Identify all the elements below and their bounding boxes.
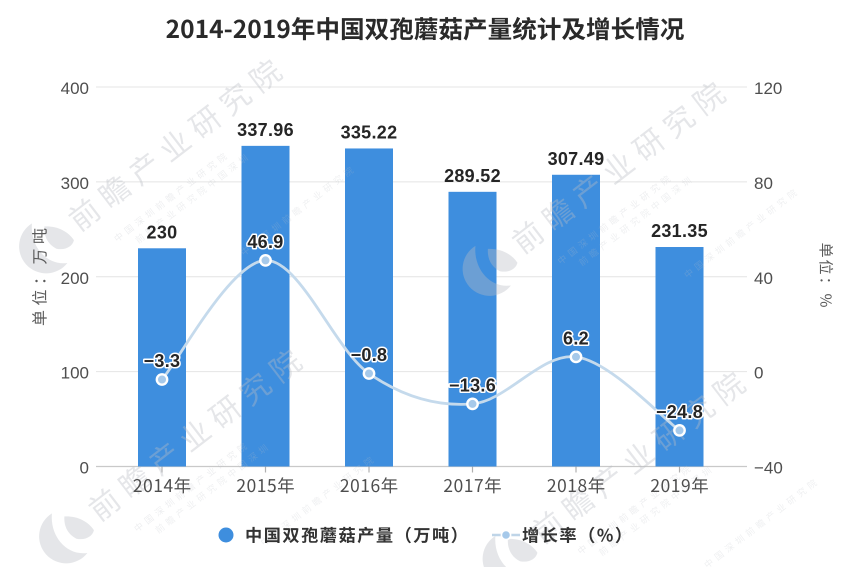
svg-text:230: 230 [147, 222, 178, 242]
svg-text:307.49: 307.49 [548, 149, 605, 169]
svg-text:−0.8: −0.8 [351, 345, 388, 365]
svg-text:335.22: 335.22 [341, 123, 398, 143]
svg-text:400: 400 [61, 79, 89, 98]
svg-text:6.2: 6.2 [563, 328, 589, 348]
svg-text:100: 100 [61, 364, 89, 383]
svg-text:0: 0 [754, 364, 763, 383]
svg-text:80: 80 [754, 174, 773, 193]
svg-text:−3.3: −3.3 [144, 351, 181, 371]
svg-text:46.9: 46.9 [247, 232, 283, 252]
svg-text:−13.6: −13.6 [449, 375, 496, 395]
svg-text:0: 0 [80, 459, 89, 478]
svg-text:289.52: 289.52 [444, 166, 501, 186]
svg-text:−40: −40 [754, 459, 783, 478]
svg-text:231.35: 231.35 [651, 221, 708, 241]
svg-text:300: 300 [61, 174, 89, 193]
svg-text:120: 120 [754, 79, 782, 98]
svg-text:200: 200 [61, 269, 89, 288]
svg-text:337.96: 337.96 [237, 120, 294, 140]
svg-text:40: 40 [754, 269, 773, 288]
svg-text:−24.8: −24.8 [656, 402, 703, 422]
